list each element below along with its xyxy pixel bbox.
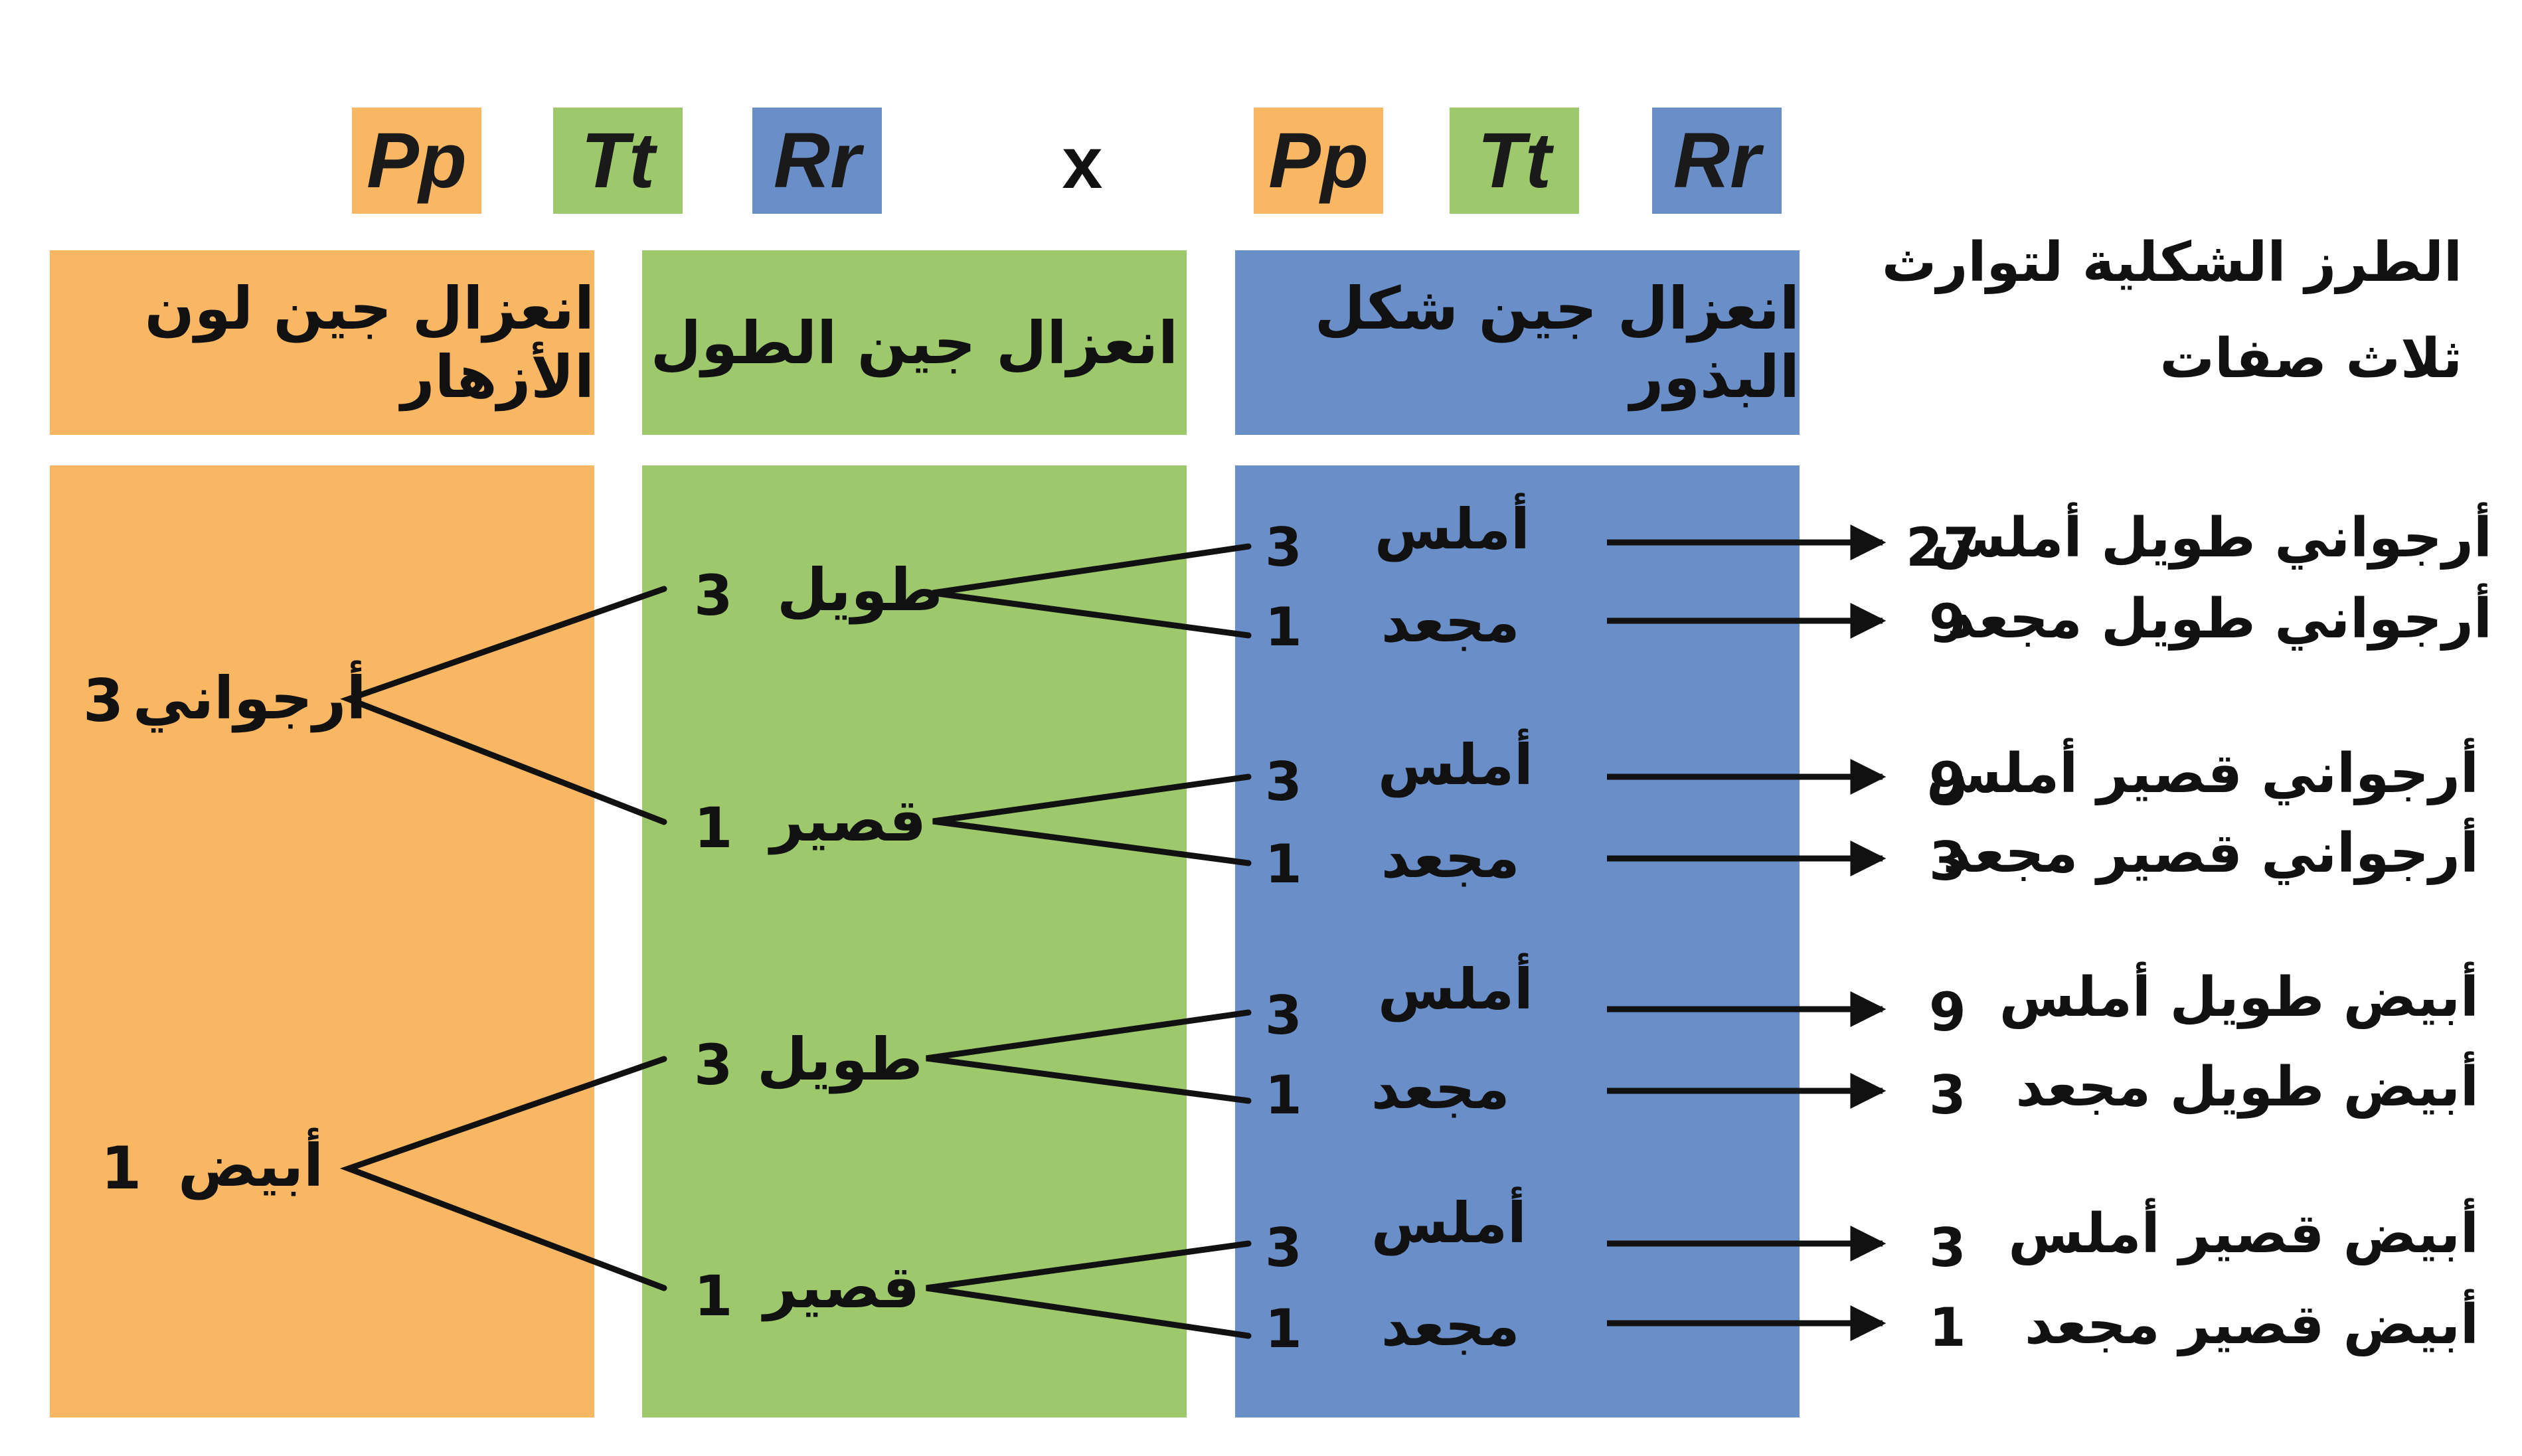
header-color-segregation: انعزال جين لون الأزهار	[50, 250, 594, 435]
result-text-3: أرجواني قصير أملس	[1926, 742, 2479, 805]
shape-ratio-3: 3	[1265, 751, 1302, 813]
shape-label-5: أملس	[1378, 957, 1533, 1022]
shape-label-1: أملس	[1375, 497, 1530, 562]
branch-purple	[340, 586, 667, 825]
genotype-box-pp-left: Pp	[352, 108, 481, 214]
result-count-2: 9	[1929, 593, 1966, 655]
height-label-1: طويل	[777, 556, 943, 624]
column-color-body	[50, 465, 594, 1417]
result-text-7: أبيض قصير أملس	[2008, 1202, 2479, 1265]
phenotypes-title-line2: ثلاث صفات	[2159, 327, 2462, 390]
result-text-5: أبيض طويل أملس	[1999, 966, 2479, 1029]
genotype-label: Tt	[1477, 117, 1552, 204]
shape-label-3: أملس	[1378, 732, 1533, 797]
column-shape-body	[1235, 465, 1800, 1417]
genotype-box-rr-left: Rr	[752, 108, 882, 214]
branch-tall-1	[932, 543, 1252, 639]
color-label-purple: أرجواني	[133, 664, 367, 732]
result-count-1: 27	[1906, 517, 1980, 578]
shape-ratio-1: 3	[1265, 517, 1302, 578]
shape-ratio-7: 3	[1265, 1217, 1302, 1279]
result-count-4: 3	[1929, 831, 1966, 892]
header-label: انعزال جين لون الأزهار	[144, 274, 594, 411]
shape-ratio-2: 1	[1265, 596, 1302, 658]
height-label-4: قصير	[764, 1253, 920, 1321]
color-ratio-white: 1	[101, 1134, 142, 1202]
shape-label-2: مجعد	[1381, 590, 1520, 655]
header-height-segregation: انعزال جين الطول	[642, 250, 1187, 435]
genotype-box-tt-right: Tt	[1450, 108, 1579, 214]
shape-label-8: مجعد	[1381, 1293, 1520, 1358]
color-label-white: أبيض	[178, 1131, 324, 1200]
height-ratio-2: 1	[694, 795, 733, 860]
genotype-box-tt-left: Tt	[553, 108, 683, 214]
result-count-3: 9	[1929, 751, 1966, 813]
height-ratio-4: 1	[694, 1263, 733, 1329]
header-shape-segregation: انعزال جين شكل البذور	[1235, 250, 1800, 435]
result-text-4: أرجواني قصير مجعد	[1942, 822, 2479, 885]
height-label-2: قصير	[770, 786, 926, 854]
branch-tall-2	[926, 1009, 1252, 1104]
shape-label-4: مجعد	[1381, 825, 1520, 890]
genotype-box-rr-right: Rr	[1652, 108, 1782, 214]
result-count-6: 3	[1929, 1064, 1966, 1126]
header-label: انعزال جين الطول	[650, 308, 1179, 377]
phenotypes-title-line1: الطرز الشكلية لتوارث	[1881, 231, 2462, 294]
genotype-label: Rr	[1673, 117, 1761, 204]
result-text-1: أرجواني طويل أملس	[1930, 507, 2492, 570]
height-ratio-1: 3	[694, 563, 733, 628]
cross-operator: x	[1062, 121, 1103, 204]
result-text-6: أبيض طويل مجعد	[2015, 1056, 2479, 1119]
genotype-label: Pp	[1268, 117, 1369, 204]
shape-label-7: أملس	[1371, 1190, 1527, 1255]
branch-white	[339, 1056, 667, 1291]
height-ratio-3: 3	[694, 1032, 733, 1097]
shape-ratio-6: 1	[1265, 1064, 1302, 1126]
shape-ratio-5: 3	[1265, 985, 1302, 1046]
shape-ratio-4: 1	[1265, 833, 1302, 895]
result-count-7: 3	[1929, 1217, 1966, 1279]
branch-short-2	[926, 1240, 1252, 1339]
genotype-box-pp-right: Pp	[1254, 108, 1383, 214]
genotype-label: Tt	[580, 117, 655, 204]
branch-short-1	[932, 773, 1252, 866]
shape-ratio-8: 1	[1265, 1298, 1302, 1360]
header-label: انعزال جين شكل البذور	[1314, 274, 1800, 411]
height-label-3: طويل	[757, 1025, 923, 1093]
result-count-8: 1	[1929, 1297, 1966, 1358]
column-height-body	[642, 465, 1187, 1417]
genotype-label: Pp	[367, 117, 467, 204]
genotype-label: Rr	[773, 117, 861, 204]
result-count-5: 9	[1929, 981, 1966, 1043]
shape-label-6: مجعد	[1371, 1056, 1510, 1121]
color-ratio-purple: 3	[83, 667, 124, 735]
result-text-8: أبيض قصير مجعد	[2025, 1293, 2479, 1356]
result-text-2: أرجواني طويل مجعد	[1947, 588, 2492, 651]
